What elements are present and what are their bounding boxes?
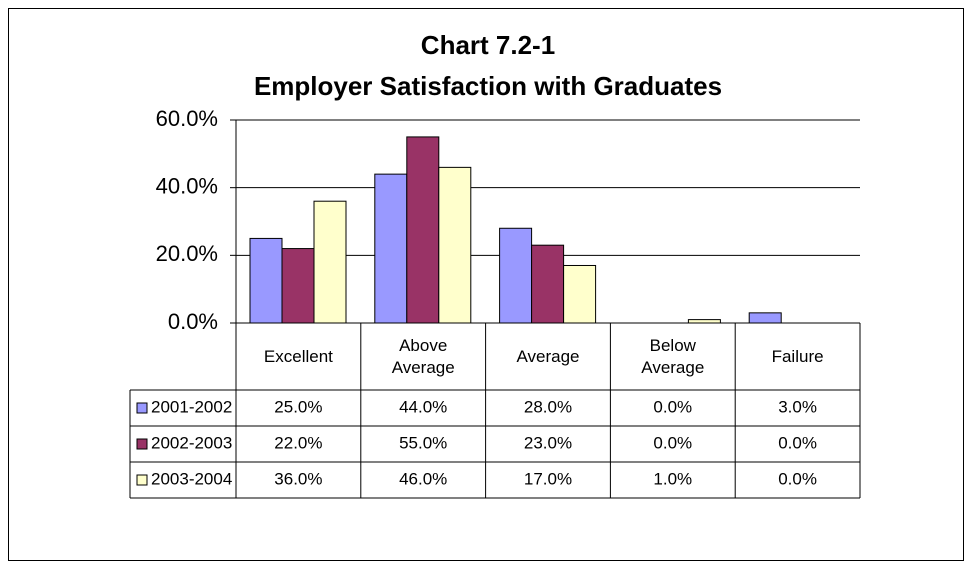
data-label: 55.0% <box>399 433 447 452</box>
data-label: 25.0% <box>274 397 322 416</box>
data-label: 44.0% <box>399 397 447 416</box>
y-tick-label: 60.0% <box>156 106 218 131</box>
bar <box>687 319 721 324</box>
chart-subtitle: Employer Satisfaction with Graduates <box>254 71 722 101</box>
data-label: 0.0% <box>653 397 692 416</box>
y-tick-label: 20.0% <box>156 241 218 266</box>
data-label: 46.0% <box>399 469 447 488</box>
bar <box>499 227 533 324</box>
legend-swatch <box>136 474 148 486</box>
legend-label: 2001-2002 <box>151 397 232 416</box>
data-label: 1.0% <box>653 469 692 488</box>
data-label: 22.0% <box>274 433 322 452</box>
bar <box>748 312 782 324</box>
data-label: 0.0% <box>653 433 692 452</box>
x-tick-label: Below Average <box>641 335 705 377</box>
data-label: 23.0% <box>524 433 572 452</box>
data-label: 0.0% <box>778 469 817 488</box>
legend-swatch <box>136 438 148 450</box>
bar <box>531 244 565 324</box>
data-label: 28.0% <box>524 397 572 416</box>
y-tick-label: 0.0% <box>168 309 218 334</box>
x-tick-label: Average <box>516 346 580 366</box>
legend-swatch <box>136 402 148 414</box>
data-label: 0.0% <box>778 433 817 452</box>
x-tick-label: Failure <box>771 346 824 366</box>
chart-title: Chart 7.2-1 <box>421 30 555 60</box>
data-label: 36.0% <box>274 469 322 488</box>
bar <box>249 237 283 324</box>
legend-label: 2003-2004 <box>151 469 232 488</box>
x-tick-label: Above Average <box>391 335 455 377</box>
x-tick-label: Excellent <box>263 346 333 366</box>
bar <box>438 166 472 324</box>
bar <box>563 264 597 324</box>
data-label: 17.0% <box>524 469 572 488</box>
bar <box>313 200 347 324</box>
y-tick-label: 40.0% <box>156 173 218 198</box>
bar <box>406 136 440 324</box>
bar <box>281 248 315 324</box>
data-label: 3.0% <box>778 397 817 416</box>
bar <box>374 173 408 324</box>
legend-label: 2002-2003 <box>151 433 232 452</box>
